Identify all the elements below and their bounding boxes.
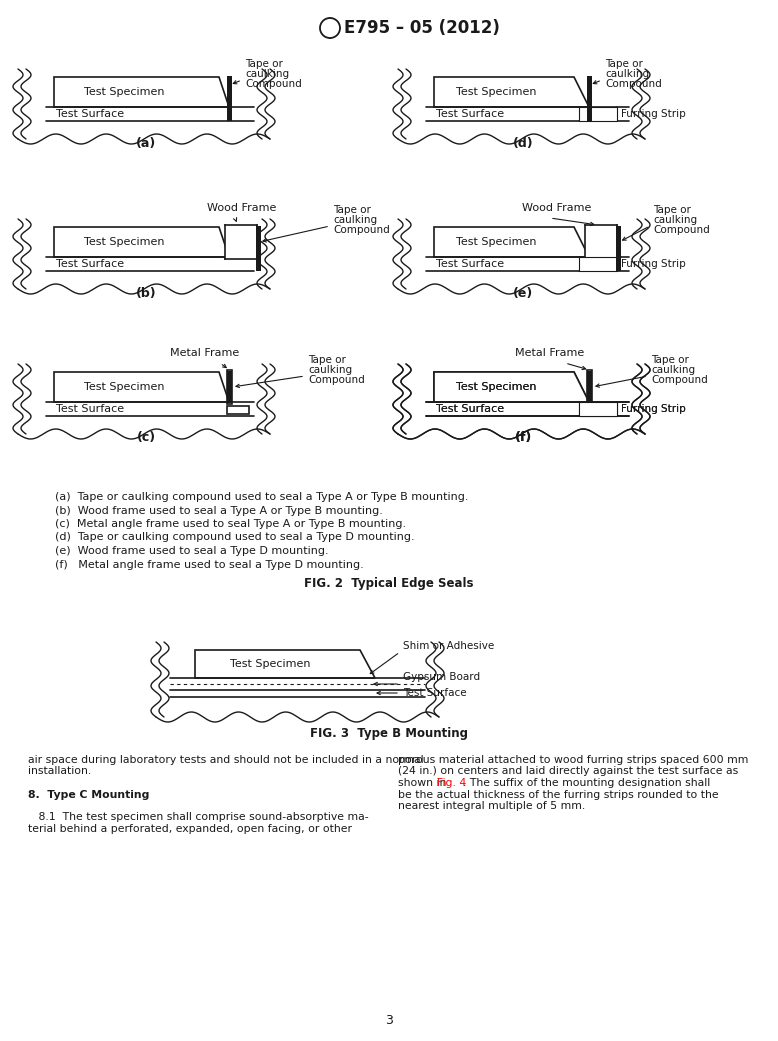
Text: Test Surface: Test Surface [403, 688, 467, 699]
Text: Tape or: Tape or [333, 205, 371, 215]
Text: Test Surface: Test Surface [436, 259, 504, 269]
Text: Furring Strip: Furring Strip [621, 259, 685, 269]
Bar [587, 76, 592, 121]
Text: (c): (c) [136, 432, 156, 445]
Text: (b): (b) [135, 286, 156, 300]
Polygon shape [434, 372, 589, 402]
Text: Furring Strip: Furring Strip [621, 404, 685, 414]
Text: terial behind a perforated, expanded, open facing, or other: terial behind a perforated, expanded, op… [28, 824, 352, 834]
Text: Compound: Compound [308, 375, 365, 385]
Text: (c)  Metal angle frame used to seal Type A or Type B mounting.: (c) Metal angle frame used to seal Type … [55, 519, 406, 529]
Text: FIG. 2  Typical Edge Seals: FIG. 2 Typical Edge Seals [304, 577, 474, 590]
Text: Furring Strip: Furring Strip [621, 404, 685, 414]
Text: Metal Frame: Metal Frame [515, 348, 584, 358]
Polygon shape [434, 77, 589, 107]
Text: Test Specimen: Test Specimen [84, 237, 164, 247]
Text: caulking: caulking [651, 365, 695, 375]
Text: Compound: Compound [651, 375, 708, 385]
Text: Test Specimen: Test Specimen [456, 237, 536, 247]
Bar [585, 225, 617, 259]
Polygon shape [434, 227, 589, 257]
Bar [587, 370, 592, 404]
Text: Metal Frame: Metal Frame [170, 348, 240, 358]
Text: installation.: installation. [28, 766, 91, 777]
Text: Test Specimen: Test Specimen [456, 87, 536, 97]
Text: Fig. 4: Fig. 4 [437, 778, 466, 788]
Text: Gypsum Board: Gypsum Board [403, 672, 480, 682]
Text: Test Surface: Test Surface [436, 404, 504, 414]
Text: Tape or: Tape or [308, 355, 346, 365]
Bar [225, 225, 257, 259]
Text: Test Surface: Test Surface [56, 404, 124, 414]
Text: Test Surface: Test Surface [436, 109, 504, 119]
Text: (f)   Metal angle frame used to seal a Type D mounting.: (f) Metal angle frame used to seal a Typ… [55, 559, 364, 569]
Text: Tape or: Tape or [653, 205, 691, 215]
Text: Test Specimen: Test Specimen [84, 382, 164, 392]
Text: (b)  Wood frame used to seal a Type A or Type B mounting.: (b) Wood frame used to seal a Type A or … [55, 506, 383, 515]
Bar [587, 406, 609, 414]
Text: Tape or: Tape or [245, 59, 283, 69]
Bar [579, 107, 617, 121]
Text: FIG. 3  Type B Mounting: FIG. 3 Type B Mounting [310, 727, 468, 740]
Text: . The suffix of the mounting designation shall: . The suffix of the mounting designation… [463, 778, 710, 788]
Bar [227, 76, 232, 121]
Text: (a)  Tape or caulking compound used to seal a Type A or Type B mounting.: (a) Tape or caulking compound used to se… [55, 492, 468, 502]
Text: air space during laboratory tests and should not be included in a normal: air space during laboratory tests and sh… [28, 755, 424, 765]
Text: (f): (f) [515, 432, 532, 445]
Text: shown in: shown in [398, 778, 450, 788]
Polygon shape [54, 77, 229, 107]
Circle shape [320, 18, 340, 39]
Text: Furring Strip: Furring Strip [621, 109, 685, 119]
Text: caulking: caulking [605, 69, 649, 79]
Polygon shape [195, 650, 375, 678]
Text: (d): (d) [513, 136, 534, 150]
Text: porous material attached to wood furring strips spaced 600 mm: porous material attached to wood furring… [398, 755, 748, 765]
Text: nearest integral multiple of 5 mm.: nearest integral multiple of 5 mm. [398, 801, 585, 811]
Text: Wood Frame: Wood Frame [207, 203, 276, 213]
Bar [579, 402, 617, 416]
Text: caulking: caulking [333, 215, 377, 225]
Text: (24 in.) on centers and laid directly against the test surface as: (24 in.) on centers and laid directly ag… [398, 766, 738, 777]
Text: 8.1  The test specimen shall comprise sound-absorptive ma-: 8.1 The test specimen shall comprise sou… [28, 812, 369, 822]
Text: be the actual thickness of the furring strips rounded to the: be the actual thickness of the furring s… [398, 789, 719, 799]
Text: Compound: Compound [245, 79, 302, 88]
Bar [579, 402, 617, 416]
Text: Test Specimen: Test Specimen [84, 87, 164, 97]
Bar [616, 226, 621, 271]
Polygon shape [54, 372, 229, 402]
Text: Tape or: Tape or [605, 59, 643, 69]
Text: Test Surface: Test Surface [56, 109, 124, 119]
Bar [227, 371, 232, 403]
Text: Tape or: Tape or [651, 355, 689, 365]
Text: (e)  Wood frame used to seal a Type D mounting.: (e) Wood frame used to seal a Type D mou… [55, 545, 328, 556]
Text: (f): (f) [515, 432, 532, 445]
Text: E795 – 05 (2012): E795 – 05 (2012) [344, 19, 500, 37]
Text: Test Specimen: Test Specimen [456, 382, 536, 392]
Text: caulking: caulking [308, 365, 352, 375]
Bar [227, 406, 249, 414]
Text: Shim or Adhesive: Shim or Adhesive [403, 641, 494, 651]
Polygon shape [54, 227, 229, 257]
Bar [579, 257, 617, 271]
Bar [256, 226, 261, 271]
Text: caulking: caulking [245, 69, 289, 79]
Text: Compound: Compound [605, 79, 662, 88]
Text: (d)  Tape or caulking compound used to seal a Type D mounting.: (d) Tape or caulking compound used to se… [55, 533, 415, 542]
Text: Wood Frame: Wood Frame [522, 203, 591, 213]
Text: Test Surface: Test Surface [56, 259, 124, 269]
Text: 3: 3 [385, 1014, 393, 1026]
Text: Compound: Compound [653, 225, 710, 235]
Bar [227, 370, 232, 404]
Text: caulking: caulking [653, 215, 697, 225]
Text: 8.  Type C Mounting: 8. Type C Mounting [28, 789, 149, 799]
Text: Test Surface: Test Surface [436, 404, 504, 414]
Text: (a): (a) [136, 136, 156, 150]
Polygon shape [434, 372, 589, 402]
Text: (e): (e) [513, 286, 534, 300]
Text: Compound: Compound [333, 225, 390, 235]
Text: Test Specimen: Test Specimen [230, 659, 311, 669]
Text: Test Specimen: Test Specimen [456, 382, 536, 392]
Bar [587, 371, 592, 403]
